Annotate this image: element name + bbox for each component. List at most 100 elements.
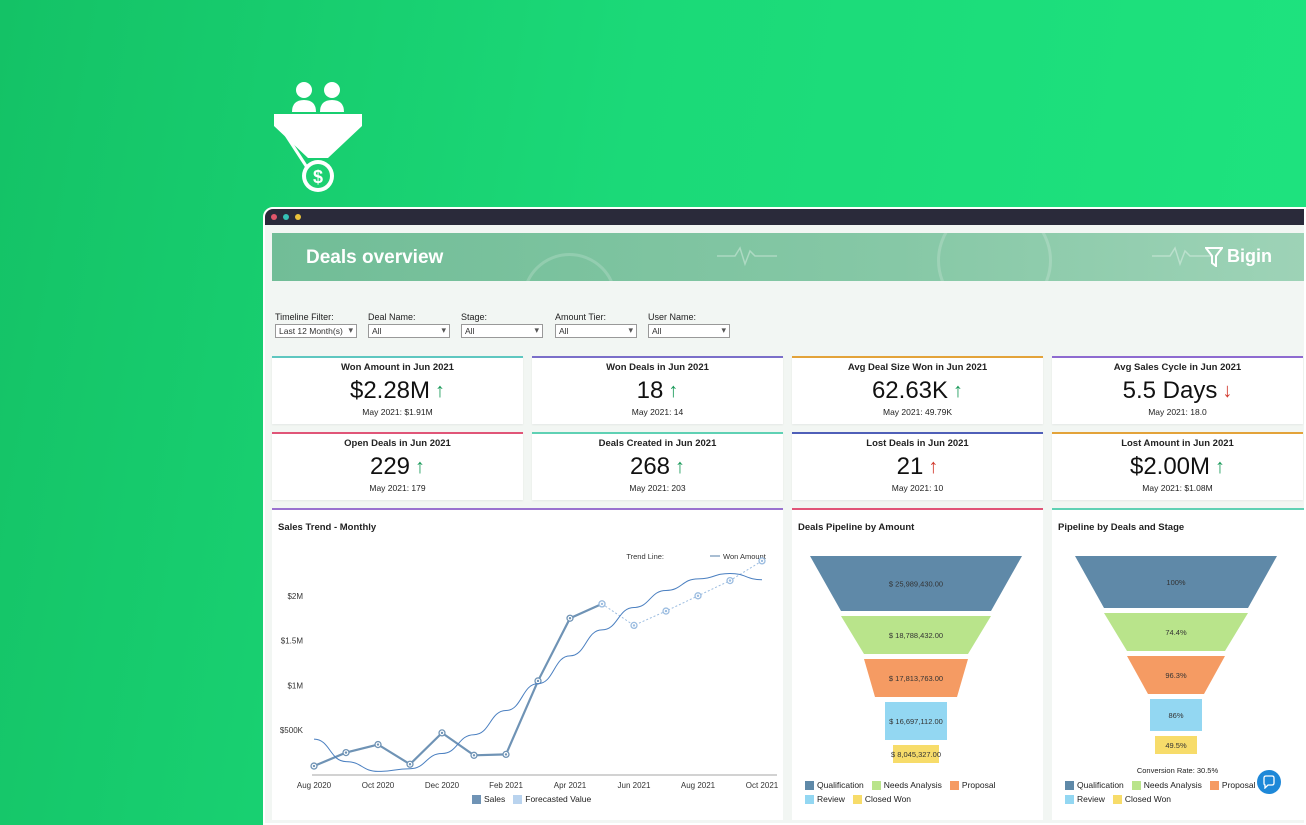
timeline-filter-select[interactable]: Last 12 Month(s): [275, 324, 357, 338]
kpi-lost-amount[interactable]: Lost Amount in Jun 2021 $2.00M ↑ May 2021…: [1052, 432, 1303, 500]
trend-up-arrow-icon: ↑: [435, 379, 446, 402]
funnel-label: $ 8,045,327.00: [891, 750, 941, 759]
legend-label: Proposal: [961, 780, 996, 790]
user-name-filter-select[interactable]: All: [648, 324, 730, 338]
minimize-dot-icon[interactable]: [283, 214, 289, 220]
pipeline-stage-funnel[interactable]: 100% 74.4% 96.3% 86% 49.5%: [1052, 552, 1306, 782]
x-tick-label: Dec 2020: [425, 781, 460, 790]
funnel-segment[interactable]: [1127, 656, 1225, 694]
funnel-segment[interactable]: [810, 556, 1022, 611]
stage-filter: Stage: All: [461, 312, 543, 338]
funnel-segment[interactable]: [1075, 556, 1277, 608]
legend-closed-won[interactable]: Closed Won: [1112, 794, 1171, 804]
legend-sales[interactable]: Sales: [472, 794, 505, 804]
kpi-avg-sales-cycle[interactable]: Avg Sales Cycle in Jun 2021 5.5 Days ↓ Ma…: [1052, 356, 1303, 424]
filter-label: User Name:: [648, 312, 697, 322]
kpi-value-row: 62.63K ↑: [792, 377, 1043, 405]
stage-filter-select[interactable]: All: [461, 324, 543, 338]
panel-title: Sales Trend - Monthly: [278, 522, 377, 533]
legend-label: Sales: [484, 794, 506, 804]
x-tick-label: Oct 2021: [746, 781, 779, 790]
data-point-center: [344, 751, 348, 754]
kpi-deals-created[interactable]: Deals Created in Jun 2021 268 ↑ May 2021:…: [532, 432, 783, 500]
trend-up-arrow-icon: ↑: [415, 455, 426, 478]
pipeline-amount-funnel[interactable]: $ 25,989,430.00 $ 18,788,432.00 $ 17,813,7…: [792, 552, 1043, 782]
legend-needs-analysis[interactable]: Needs Analysis: [871, 780, 942, 790]
legend-label: Closed Won: [864, 794, 912, 804]
kpi-title: Deals Created in Jun 2021: [598, 438, 717, 449]
funnel-segment[interactable]: [1104, 613, 1248, 651]
close-dot-icon[interactable]: [271, 214, 277, 220]
legend-needs-analysis[interactable]: Needs Analysis: [1131, 780, 1202, 790]
conversion-rate: Conversion Rate: 30.5%: [1136, 766, 1219, 775]
pipeline-amount-panel: Deals Pipeline by Amount $ 25,989,430.00…: [792, 508, 1043, 820]
kpi-previous: May 2021: 18.0: [1148, 407, 1207, 417]
legend-checkbox-icon: [1131, 780, 1141, 790]
maximize-dot-icon[interactable]: [295, 214, 301, 220]
kpi-previous: May 2021: 14: [631, 407, 684, 417]
legend-qualification[interactable]: Qualification: [1065, 780, 1124, 790]
amount-tier-filter: Amount Tier: All: [555, 312, 637, 338]
trend-down-arrow-icon: ↓: [1222, 379, 1233, 402]
legend-label: Needs Analysis: [1143, 780, 1202, 790]
pipeline-stage-panel: Pipeline by Deals and Stage 100% 74.4% 96.…: [1052, 508, 1306, 820]
header-banner: Deals overview Bigin: [272, 233, 1304, 281]
data-point-center: [696, 594, 700, 598]
funnel-segment[interactable]: [1155, 736, 1197, 754]
legend-forecast[interactable]: Forecasted Value: [513, 794, 591, 804]
y-tick-label: $1M: [287, 681, 303, 690]
filter-label: Deal Name:: [368, 312, 416, 322]
kpi-value: $2.00M: [1129, 453, 1211, 480]
kpi-won-deals[interactable]: Won Deals in Jun 2021 18 ↑ May 2021: 14: [532, 356, 783, 424]
kpi-value-row: 18 ↑: [532, 377, 783, 405]
legend-proposal[interactable]: Proposal: [1209, 780, 1256, 790]
funnel-segment[interactable]: [864, 659, 968, 697]
kpi-title: Won Amount in Jun 2021: [341, 362, 454, 373]
x-tick-label: Oct 2020: [362, 781, 395, 790]
data-point-center: [312, 764, 316, 768]
filter-label: Stage:: [461, 312, 488, 322]
kpi-value: 229: [369, 453, 411, 480]
data-point-center: [728, 579, 732, 582]
user-name-filter: User Name: All: [648, 312, 730, 338]
kpi-previous: May 2021: 179: [369, 483, 426, 493]
chat-icon: [1263, 775, 1275, 789]
kpi-title: Open Deals in Jun 2021: [344, 438, 451, 449]
filter-label: Amount Tier:: [555, 312, 607, 322]
kpi-lost-deals[interactable]: Lost Deals in Jun 2021 21 ↑ May 2021: 10: [792, 432, 1043, 500]
funnel-segment[interactable]: [841, 616, 991, 654]
deal-name-filter-select[interactable]: All: [368, 324, 450, 338]
amount-tier-filter-select[interactable]: All: [555, 324, 637, 338]
funnel-label: 74.4%: [1165, 628, 1187, 637]
panel-title: Deals Pipeline by Amount: [798, 522, 915, 533]
legend-checkbox-icon: [871, 780, 881, 790]
kpi-value: 268: [629, 453, 671, 480]
legend-qualification[interactable]: Qualification: [805, 780, 864, 790]
kpi-avg-deal-size[interactable]: Avg Deal Size Won in Jun 2021 62.63K ↑ Ma…: [792, 356, 1043, 424]
legend-review[interactable]: Review: [1065, 794, 1105, 804]
funnel-segment[interactable]: [893, 745, 939, 763]
chat-bubble-button[interactable]: [1257, 770, 1281, 794]
sales-trend-chart[interactable]: Trend Line: Won Amount $500K$1M$1.5M$2M …: [272, 510, 783, 822]
kpi-value: 21: [896, 453, 924, 480]
kpi-value-row: 5.5 Days ↓: [1052, 377, 1303, 405]
x-tick-label: Aug 2021: [681, 781, 716, 790]
kpi-open-deals[interactable]: Open Deals in Jun 2021 229 ↑ May 2021: 17…: [272, 432, 523, 500]
legend-closed-won[interactable]: Closed Won: [852, 794, 912, 804]
kpi-won-amount[interactable]: Won Amount in Jun 2021 $2.28M ↑ May 2021:…: [272, 356, 523, 424]
pulse-line-icon: [717, 246, 777, 267]
y-axis-ticks: $500K $1M $1.5M $2M: [280, 592, 304, 735]
funnel-segment[interactable]: [1150, 699, 1202, 731]
legend-review[interactable]: Review: [805, 794, 845, 804]
kpi-value-row: 229 ↑: [272, 453, 523, 481]
data-point-center: [408, 763, 412, 766]
kpi-previous: May 2021: $1.91M: [362, 407, 433, 417]
data-point-center: [440, 731, 444, 735]
legend-label: Proposal: [1221, 780, 1256, 790]
funnel-segment[interactable]: [885, 702, 947, 740]
kpi-previous: May 2021: $1.08M: [1142, 483, 1213, 493]
kpi-value-row: $2.00M ↑: [1052, 453, 1303, 481]
funnel-label: $ 18,788,432.00: [889, 631, 943, 640]
legend-proposal[interactable]: Proposal: [949, 780, 996, 790]
legend-label: Review: [1077, 794, 1105, 804]
